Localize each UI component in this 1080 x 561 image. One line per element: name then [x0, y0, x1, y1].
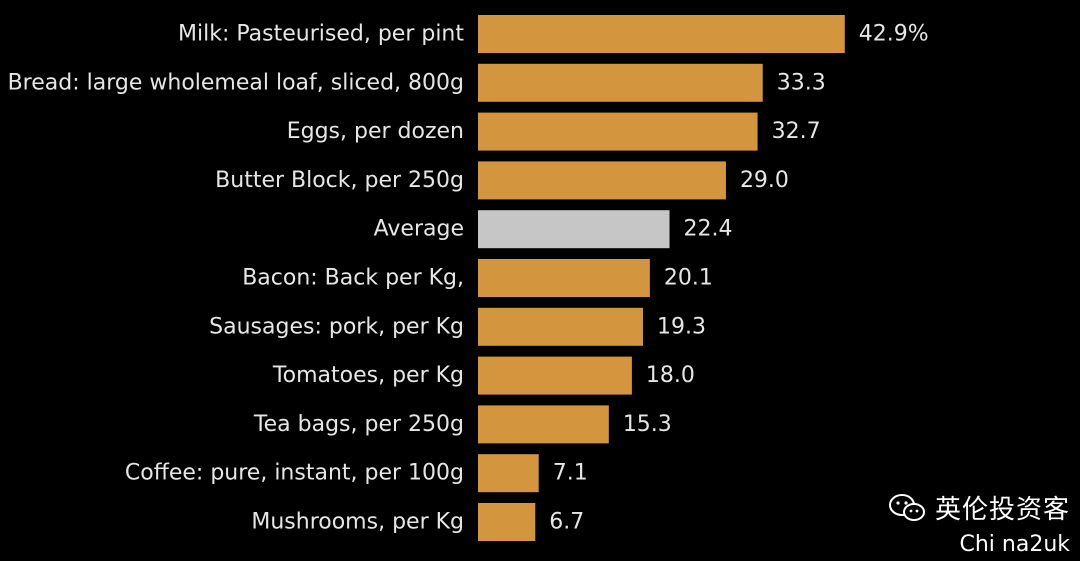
value-label-1: 33.3	[777, 70, 826, 95]
wechat-icon	[888, 493, 925, 521]
bar-8	[478, 405, 609, 444]
category-label-5: Bacon: Back per Kg,	[242, 266, 464, 291]
value-label-9: 7.1	[553, 461, 588, 486]
bar-1	[478, 63, 763, 102]
bar-4	[478, 210, 670, 249]
value-label-2: 32.7	[772, 119, 821, 144]
value-label-5: 20.1	[664, 266, 713, 291]
value-label-10: 6.7	[549, 510, 584, 535]
category-label-7: Tomatoes, per Kg	[272, 363, 464, 388]
bar-2	[478, 112, 758, 151]
bar-7	[478, 356, 632, 395]
bar-5	[478, 259, 650, 297]
bar-10	[478, 503, 536, 541]
value-label-6: 19.3	[657, 314, 706, 339]
bar-0	[478, 15, 845, 53]
category-label-0: Milk: Pasteurised, per pint	[178, 22, 464, 47]
category-label-4: Average	[374, 217, 464, 242]
category-label-1: Bread: large wholemeal loaf, sliced, 800…	[8, 70, 464, 95]
category-label-6: Sausages: pork, per Kg	[209, 314, 464, 339]
value-label-8: 15.3	[623, 412, 672, 437]
category-label-10: Mushrooms, per Kg	[251, 510, 464, 535]
bar-3	[478, 161, 726, 200]
category-label-3: Butter Block, per 250g	[215, 168, 464, 193]
watermark-name: 英伦投资客	[934, 495, 1070, 525]
value-label-7: 18.0	[646, 363, 695, 388]
value-label-3: 29.0	[740, 168, 789, 193]
value-label-0: 42.9%	[859, 22, 929, 47]
category-label-2: Eggs, per dozen	[287, 119, 464, 144]
category-label-8: Tea bags, per 250g	[253, 412, 464, 437]
bar-6	[478, 307, 644, 346]
watermark-sub: Chi na2uk	[959, 532, 1070, 557]
category-label-9: Coffee: pure, instant, per 100g	[125, 461, 464, 486]
bar-9	[478, 454, 539, 493]
watermark: 英伦投资客 Chi na2uk	[887, 489, 1070, 557]
value-label-4: 22.4	[684, 217, 733, 242]
